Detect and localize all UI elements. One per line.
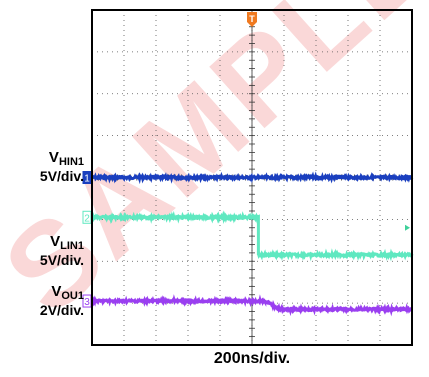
level-marker-icon <box>405 224 410 231</box>
channel-label-ou1: VOU1 2V/div. <box>39 283 84 318</box>
channel-markers: 1 2 3 T <box>82 12 410 308</box>
x-axis-label: 200ns/div. <box>213 350 291 367</box>
plot-frame <box>91 9 413 346</box>
trigger-marker-label: T <box>249 14 255 24</box>
channel-label-hin1: VHIN1 5V/div. <box>39 149 84 184</box>
trace-vou1 <box>90 294 413 317</box>
traces <box>90 171 414 317</box>
trigger-marker-icon <box>247 12 257 27</box>
channel-marker-label: 3 <box>84 297 90 308</box>
trace-vlin1 <box>91 210 414 262</box>
channel-label-lin1: VLIN1 5V/div. <box>39 233 84 268</box>
channel-marker-label: 1 <box>84 174 90 185</box>
trace-vhin1 <box>91 171 414 185</box>
channel-marker-label: 2 <box>84 213 90 224</box>
